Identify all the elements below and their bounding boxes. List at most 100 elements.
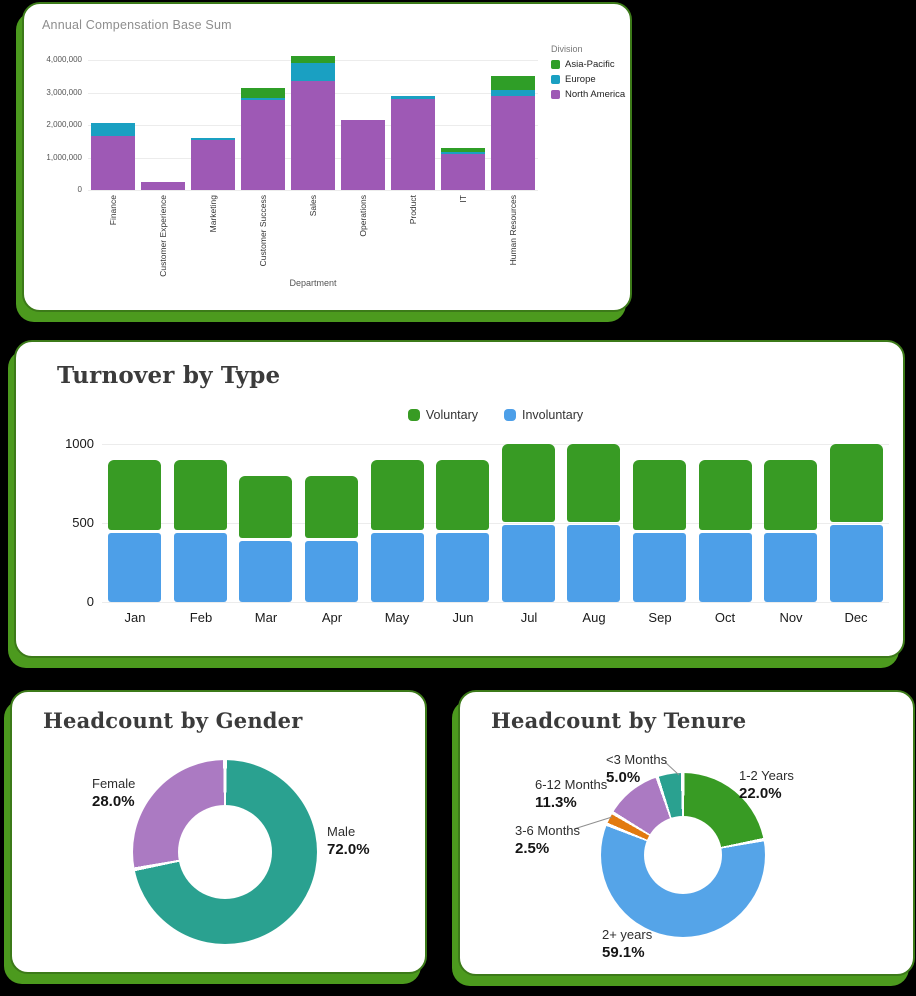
x-tick-may: May [384, 610, 410, 625]
segment-voluntary-dec [830, 444, 883, 522]
tenure-1-2-years-name: 1-2 Years [739, 768, 794, 783]
segment-involuntary-oct [699, 532, 752, 602]
segment-asia-pacific-it [441, 148, 485, 152]
segment-voluntary-feb [174, 460, 227, 530]
department-axis-title: Department [289, 278, 337, 288]
legend-label-involuntary: Involuntary [521, 408, 584, 422]
bar-oct[interactable] [699, 460, 752, 602]
segment-involuntary-may [371, 532, 424, 602]
legend-label-europe: Europe [565, 74, 596, 85]
segment-involuntary-jan [108, 532, 161, 602]
x-tick-customer-success: Customer Success [258, 195, 268, 267]
bar-aug[interactable] [567, 444, 620, 602]
x-tick-jan: Jan [124, 610, 146, 625]
segment-asia-pacific-sales [291, 56, 335, 63]
tenure-2plus-years-name: 2+ years [602, 927, 653, 942]
legend-item-asia-pacific: Asia-Pacific [551, 59, 625, 70]
segment-north-america-product [391, 99, 435, 190]
turnover-plot-area [102, 444, 889, 603]
x-tick-human-resources: Human Resources [508, 195, 518, 266]
compensation-title: Annual Compensation Base Sum [42, 18, 232, 32]
bar-feb[interactable] [174, 460, 227, 602]
segment-europe-customer-success [241, 98, 285, 100]
legend-label-asia-pacific: Asia-Pacific [565, 59, 615, 70]
bar-finance[interactable] [91, 123, 135, 190]
tenure-1-2-years-label: 1-2 Years 22.0% [739, 768, 794, 802]
segment-europe-finance [91, 123, 135, 136]
segment-north-america-it [441, 154, 485, 190]
bar-jan[interactable] [108, 460, 161, 602]
bar-sales[interactable] [291, 56, 335, 190]
bar-mar[interactable] [239, 476, 292, 602]
segment-voluntary-nov [764, 460, 817, 530]
y-tick-2000000: 2,000,000 [46, 120, 82, 129]
tenure-3-6-months-name: 3-6 Months [515, 823, 581, 838]
segment-north-america-finance [91, 136, 135, 190]
tenure-6-12-months-name: 6-12 Months [535, 777, 608, 792]
segment-north-america-operations [341, 120, 385, 190]
tenure-lt3-months-name: <3 Months [606, 752, 668, 767]
segment-voluntary-may [371, 460, 424, 530]
legend-item-europe: Europe [551, 74, 625, 85]
x-tick-customer-experience: Customer Experience [158, 195, 168, 277]
x-tick-feb: Feb [189, 610, 213, 625]
tenure-1-2-years-pct: 22.0% [739, 785, 782, 802]
segment-voluntary-apr [305, 476, 358, 538]
bar-may[interactable] [371, 460, 424, 602]
voluntary-swatch-icon [407, 409, 420, 421]
x-tick-marketing: Marketing [208, 195, 218, 233]
male-slice-label: Male 72.0% [327, 824, 370, 858]
x-tick-oct: Oct [714, 610, 736, 625]
segment-involuntary-sep [633, 532, 686, 602]
bar-customer-success[interactable] [241, 88, 285, 190]
gridline-1000 [102, 444, 889, 445]
y-tick-3000000: 3,000,000 [46, 88, 82, 97]
x-tick-it: IT [458, 195, 468, 203]
north-america-swatch-icon [551, 90, 560, 99]
legend-label-north-america: North America [565, 89, 626, 100]
y-tick-0: 0 [77, 185, 82, 194]
gender-donut[interactable] [133, 760, 317, 944]
segment-asia-pacific-human-resources [491, 76, 535, 90]
segment-voluntary-aug [567, 444, 620, 522]
bar-nov[interactable] [764, 460, 817, 602]
bar-it[interactable] [441, 148, 485, 190]
female-label: Female [92, 776, 136, 791]
legend-item-north-america: North America [551, 89, 625, 100]
x-tick-dec: Dec [844, 610, 868, 625]
bar-operations[interactable] [341, 120, 385, 190]
segment-europe-it [441, 152, 485, 154]
bar-marketing[interactable] [191, 138, 235, 190]
legend-label-voluntary: Voluntary [425, 408, 478, 422]
segment-involuntary-aug [567, 524, 620, 602]
y-tick-1000: 1000 [65, 436, 94, 451]
turnover-card: Turnover by Type Voluntary Involuntary 0 5… [14, 340, 905, 658]
segment-involuntary-jun [436, 532, 489, 602]
legend-title: Division [551, 44, 583, 54]
y-tick-4000000: 4,000,000 [46, 55, 82, 64]
bar-apr[interactable] [305, 476, 358, 602]
bar-customer-experience[interactable] [141, 182, 185, 190]
gridline-0 [88, 190, 538, 191]
x-tick-operations: Operations [358, 195, 368, 237]
bar-jun[interactable] [436, 460, 489, 602]
gridline-0 [102, 602, 889, 603]
tenure-2plus-years-pct: 59.1% [602, 944, 645, 961]
y-tick-0: 0 [86, 594, 94, 609]
segment-involuntary-jul [502, 524, 555, 602]
x-tick-finance: Finance [108, 195, 118, 226]
bar-human-resources[interactable] [491, 76, 535, 190]
bar-dec[interactable] [830, 444, 883, 602]
bar-product[interactable] [391, 96, 435, 190]
segment-involuntary-apr [305, 540, 358, 602]
segment-europe-sales [291, 63, 335, 81]
y-tick-1000000: 1,000,000 [46, 153, 82, 162]
segment-voluntary-mar [239, 476, 292, 538]
bar-sep[interactable] [633, 460, 686, 602]
segment-europe-marketing [191, 138, 235, 140]
tenure-donut[interactable] [601, 773, 765, 937]
tenure-3-6-months-label: 3-6 Months 2.5% [515, 823, 580, 857]
asia-pacific-swatch-icon [551, 60, 560, 69]
bar-jul[interactable] [502, 444, 555, 602]
